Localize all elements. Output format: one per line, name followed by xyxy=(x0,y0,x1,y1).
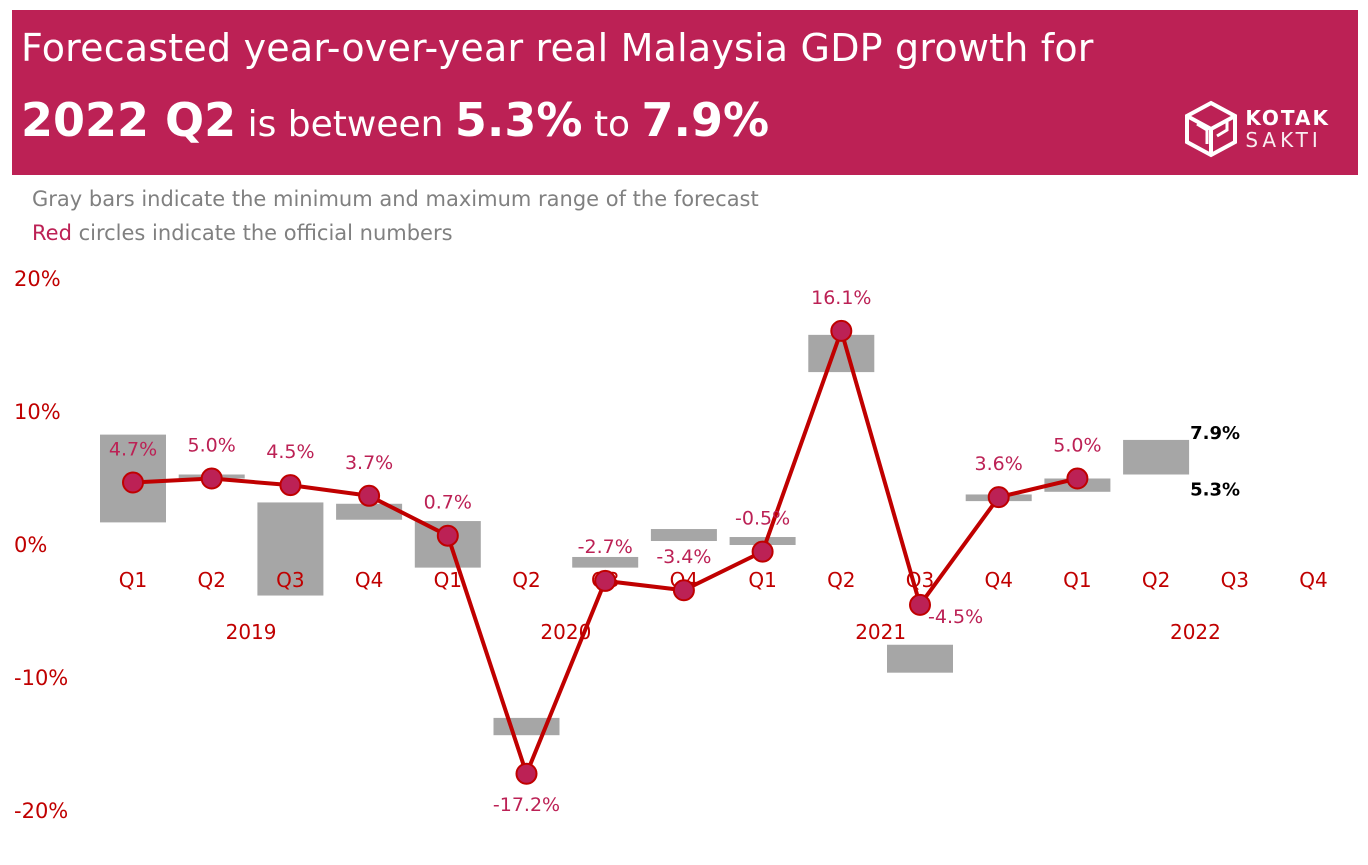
forecast-range-bar xyxy=(1123,439,1190,475)
chart-title-line1: Forecasted year-over-year real Malaysia … xyxy=(21,26,1094,70)
official-data-label: -4.5% xyxy=(928,606,983,628)
official-point-marker xyxy=(751,540,774,563)
official-data-label: 5.0% xyxy=(188,435,236,457)
kotak-sakti-logo: KOTAK SAKTI xyxy=(1183,100,1330,158)
official-data-label: -17.2% xyxy=(493,794,560,816)
y-tick-label: 20% xyxy=(14,267,61,291)
y-tick-label: 10% xyxy=(14,400,61,424)
title-low-value: 5.3% xyxy=(454,93,583,147)
official-data-label: 5.0% xyxy=(1053,435,1101,457)
x-tick-label-quarter: Q4 xyxy=(355,568,383,592)
official-data-label: 0.7% xyxy=(424,492,472,514)
x-tick-label-quarter: Q4 xyxy=(984,568,1012,592)
y-tick-label: -20% xyxy=(14,799,68,823)
x-tick-label-quarter: Q2 xyxy=(1142,568,1170,592)
y-tick-label: -10% xyxy=(14,666,68,690)
chart-title-line2: 2022 Q2 is between 5.3% to 7.9% xyxy=(21,93,769,147)
x-tick-label-quarter: Q1 xyxy=(434,568,462,592)
logo-word-kotak: KOTAK xyxy=(1245,106,1330,130)
x-tick-label-quarter: Q1 xyxy=(119,568,147,592)
x-tick-label-quarter: Q3 xyxy=(276,568,304,592)
y-tick-label: 0% xyxy=(14,533,47,557)
official-point-marker xyxy=(515,762,538,785)
note-red-circles: Red circles indicate the official number… xyxy=(32,221,453,245)
forecast-range-bar xyxy=(650,529,717,542)
cube-logo-icon xyxy=(1185,100,1238,158)
x-tick-label-year: 2021 xyxy=(855,620,906,644)
title-period: 2022 Q2 xyxy=(21,93,237,147)
official-point-marker xyxy=(279,474,302,497)
x-tick-label-quarter: Q4 xyxy=(1299,568,1327,592)
official-point-marker xyxy=(987,486,1010,509)
official-point-marker xyxy=(909,593,931,616)
official-point-marker xyxy=(436,524,459,547)
official-point-marker xyxy=(1066,467,1089,490)
official-data-label: -2.7% xyxy=(578,536,633,558)
x-tick-label-quarter: Q2 xyxy=(512,568,540,592)
title-mid-text: is between xyxy=(236,104,455,145)
official-point-marker xyxy=(200,467,223,490)
official-data-label: -0.5% xyxy=(735,508,790,530)
official-data-label: 3.7% xyxy=(345,452,393,474)
official-data-label: 4.7% xyxy=(109,438,157,460)
note-gray-bars: Gray bars indicate the minimum and maxim… xyxy=(32,187,759,211)
x-tick-label-quarter: Q2 xyxy=(827,568,855,592)
note-red-word: Red xyxy=(32,221,72,245)
forecast-range-bar xyxy=(336,503,403,520)
official-point-marker xyxy=(358,484,381,507)
official-point-marker xyxy=(672,579,695,602)
x-tick-label-year: 2019 xyxy=(226,620,277,644)
logo-word-sakti: SAKTI xyxy=(1245,128,1322,152)
official-point-marker xyxy=(830,319,853,342)
forecast-range-bar xyxy=(887,644,953,673)
official-data-label: -3.4% xyxy=(656,546,711,568)
title-high-value: 7.9% xyxy=(641,93,770,147)
title-to-text: to xyxy=(582,104,642,145)
forecast-low-label: 5.3% xyxy=(1190,480,1240,501)
x-tick-label-year: 2022 xyxy=(1170,620,1221,644)
forecast-range-bar xyxy=(257,502,324,596)
official-data-label: 3.6% xyxy=(975,453,1023,475)
note-red-rest: circles indicate the official numbers xyxy=(71,221,453,245)
x-tick-label-quarter: Q2 xyxy=(197,568,225,592)
forecast-range-bar xyxy=(572,556,639,568)
official-point-marker xyxy=(594,569,617,592)
official-data-label: 4.5% xyxy=(266,441,314,463)
official-point-marker xyxy=(122,471,144,494)
official-data-label: 16.1% xyxy=(811,287,871,309)
x-tick-label-quarter: Q3 xyxy=(1221,568,1249,592)
x-tick-label-quarter: Q1 xyxy=(748,568,776,592)
x-tick-label-quarter: Q1 xyxy=(1063,568,1091,592)
forecast-high-label: 7.9% xyxy=(1190,423,1240,444)
title-banner xyxy=(12,10,1358,175)
